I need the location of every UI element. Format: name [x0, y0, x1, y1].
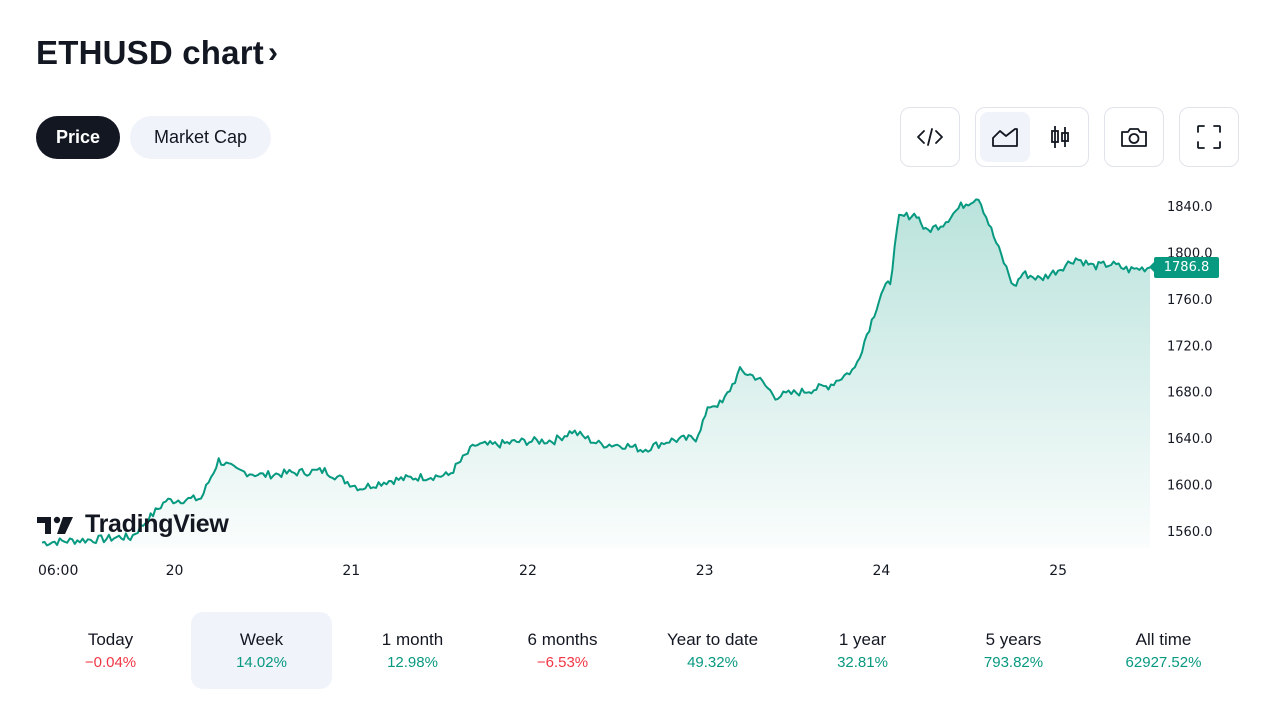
x-tick-label: 20	[166, 563, 184, 579]
performance-value: −6.53%	[536, 654, 589, 671]
price-area-fill	[42, 199, 1150, 548]
y-tick-label: 1680.0	[1167, 386, 1213, 401]
tab-market-cap[interactable]: Market Cap	[130, 116, 271, 159]
fullscreen-button[interactable]	[1179, 107, 1239, 167]
performance-period-year-to-date[interactable]: Year to date 49.32%	[642, 612, 783, 689]
x-tick-label: 23	[696, 563, 714, 579]
tab-price[interactable]: Price	[36, 116, 120, 159]
performance-label: 6 months	[527, 630, 598, 649]
area-chart-icon	[992, 128, 1018, 147]
y-tick-label: 1720.0	[1167, 339, 1213, 354]
y-tick-label: 1640.0	[1167, 432, 1213, 447]
performance-label: 5 years	[985, 630, 1042, 649]
performance-label: All time	[1135, 630, 1192, 649]
performance-period-all-time[interactable]: All time 62927.52%	[1093, 612, 1234, 689]
performance-value: 49.32%	[687, 654, 738, 671]
tradingview-logo-text: TradingView	[85, 510, 229, 538]
performance-period-1-month[interactable]: 1 month 12.98%	[342, 612, 483, 689]
camera-icon	[1121, 128, 1147, 147]
performance-label: Year to date	[666, 630, 759, 649]
chart-title-link[interactable]: ETHUSD chart ›	[36, 34, 278, 72]
last-price-label: 1786.8	[1149, 257, 1219, 278]
performance-value: 793.82%	[983, 654, 1044, 671]
price-line	[41, 198, 1151, 547]
performance-period-week[interactable]: Week 14.02%	[191, 612, 332, 689]
performance-value: 14.02%	[236, 654, 287, 671]
performance-label: Week	[239, 630, 284, 649]
performance-period-1-year[interactable]: 1 year 32.81%	[792, 612, 933, 689]
performance-value: 62927.52%	[1125, 654, 1202, 671]
tradingview-logo-icon	[37, 516, 73, 534]
code-icon	[917, 128, 943, 146]
snapshot-button[interactable]	[1104, 107, 1164, 167]
performance-value: 12.98%	[387, 654, 438, 671]
y-tick-label: 1560.0	[1167, 525, 1213, 540]
performance-value: −0.04%	[84, 654, 137, 671]
price-chart[interactable]: 1840.01800.01760.01720.01680.01640.01600…	[0, 175, 1279, 595]
y-tick-label: 1760.0	[1167, 293, 1213, 308]
candle-style-button[interactable]	[1035, 112, 1085, 162]
fullscreen-icon	[1197, 125, 1221, 149]
performance-period-5-years[interactable]: 5 years 793.82%	[943, 612, 1084, 689]
performance-period-6-months[interactable]: 6 months −6.53%	[492, 612, 633, 689]
page-title: ETHUSD chart	[36, 34, 264, 71]
embed-button[interactable]	[900, 107, 960, 167]
y-tick-label: 1600.0	[1167, 479, 1213, 494]
performance-period-today[interactable]: Today −0.04%	[40, 612, 181, 689]
x-tick-label: 24	[872, 563, 890, 579]
performance-label: Today	[87, 630, 134, 649]
candlestick-icon	[1051, 126, 1069, 148]
x-tick-label: 22	[519, 563, 537, 579]
x-tick-label: 21	[342, 563, 360, 579]
y-tick-label: 1840.0	[1167, 200, 1213, 215]
x-tick-label: 06:00	[38, 563, 78, 579]
tradingview-logo[interactable]: TradingView	[37, 510, 229, 539]
performance-label: 1 year	[838, 630, 887, 649]
area-style-button[interactable]	[980, 112, 1030, 162]
chevron-right-icon: ›	[267, 36, 279, 69]
chart-style-toggle	[975, 107, 1089, 167]
performance-label: 1 month	[381, 630, 444, 649]
x-tick-label: 25	[1049, 563, 1067, 579]
performance-value: 32.81%	[837, 654, 888, 671]
